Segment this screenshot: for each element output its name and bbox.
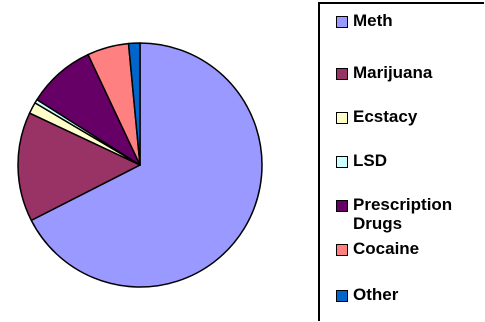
legend-swatch-prescription-drugs — [336, 200, 348, 212]
legend-swatch-ecstacy — [336, 112, 348, 124]
legend-label-marijuana: Marijuana — [353, 63, 433, 82]
chart-legend: Meth Marijuana Ecstacy LSD Prescription … — [318, 2, 484, 321]
legend-swatch-lsd — [336, 156, 348, 168]
legend-label-meth: Meth — [353, 11, 393, 30]
legend-label-ecstacy: Ecstacy — [353, 107, 418, 126]
legend-swatch-marijuana — [336, 68, 348, 80]
pie-slice-marijuana — [17, 112, 141, 222]
pie-slice-other — [127, 42, 141, 166]
legend-swatch-meth — [336, 16, 348, 28]
pie-slice-meth — [30, 42, 263, 288]
pie-chart-svg — [17, 42, 263, 288]
legend-label-prescription-drugs: Prescription Drugs — [353, 195, 453, 233]
legend-label-other: Other — [353, 285, 399, 304]
legend-label-lsd: LSD — [353, 151, 387, 170]
pie-chart — [17, 42, 263, 288]
legend-swatch-cocaine — [336, 244, 348, 256]
legend-label-cocaine: Cocaine — [353, 239, 420, 258]
legend-swatch-other — [336, 290, 348, 302]
